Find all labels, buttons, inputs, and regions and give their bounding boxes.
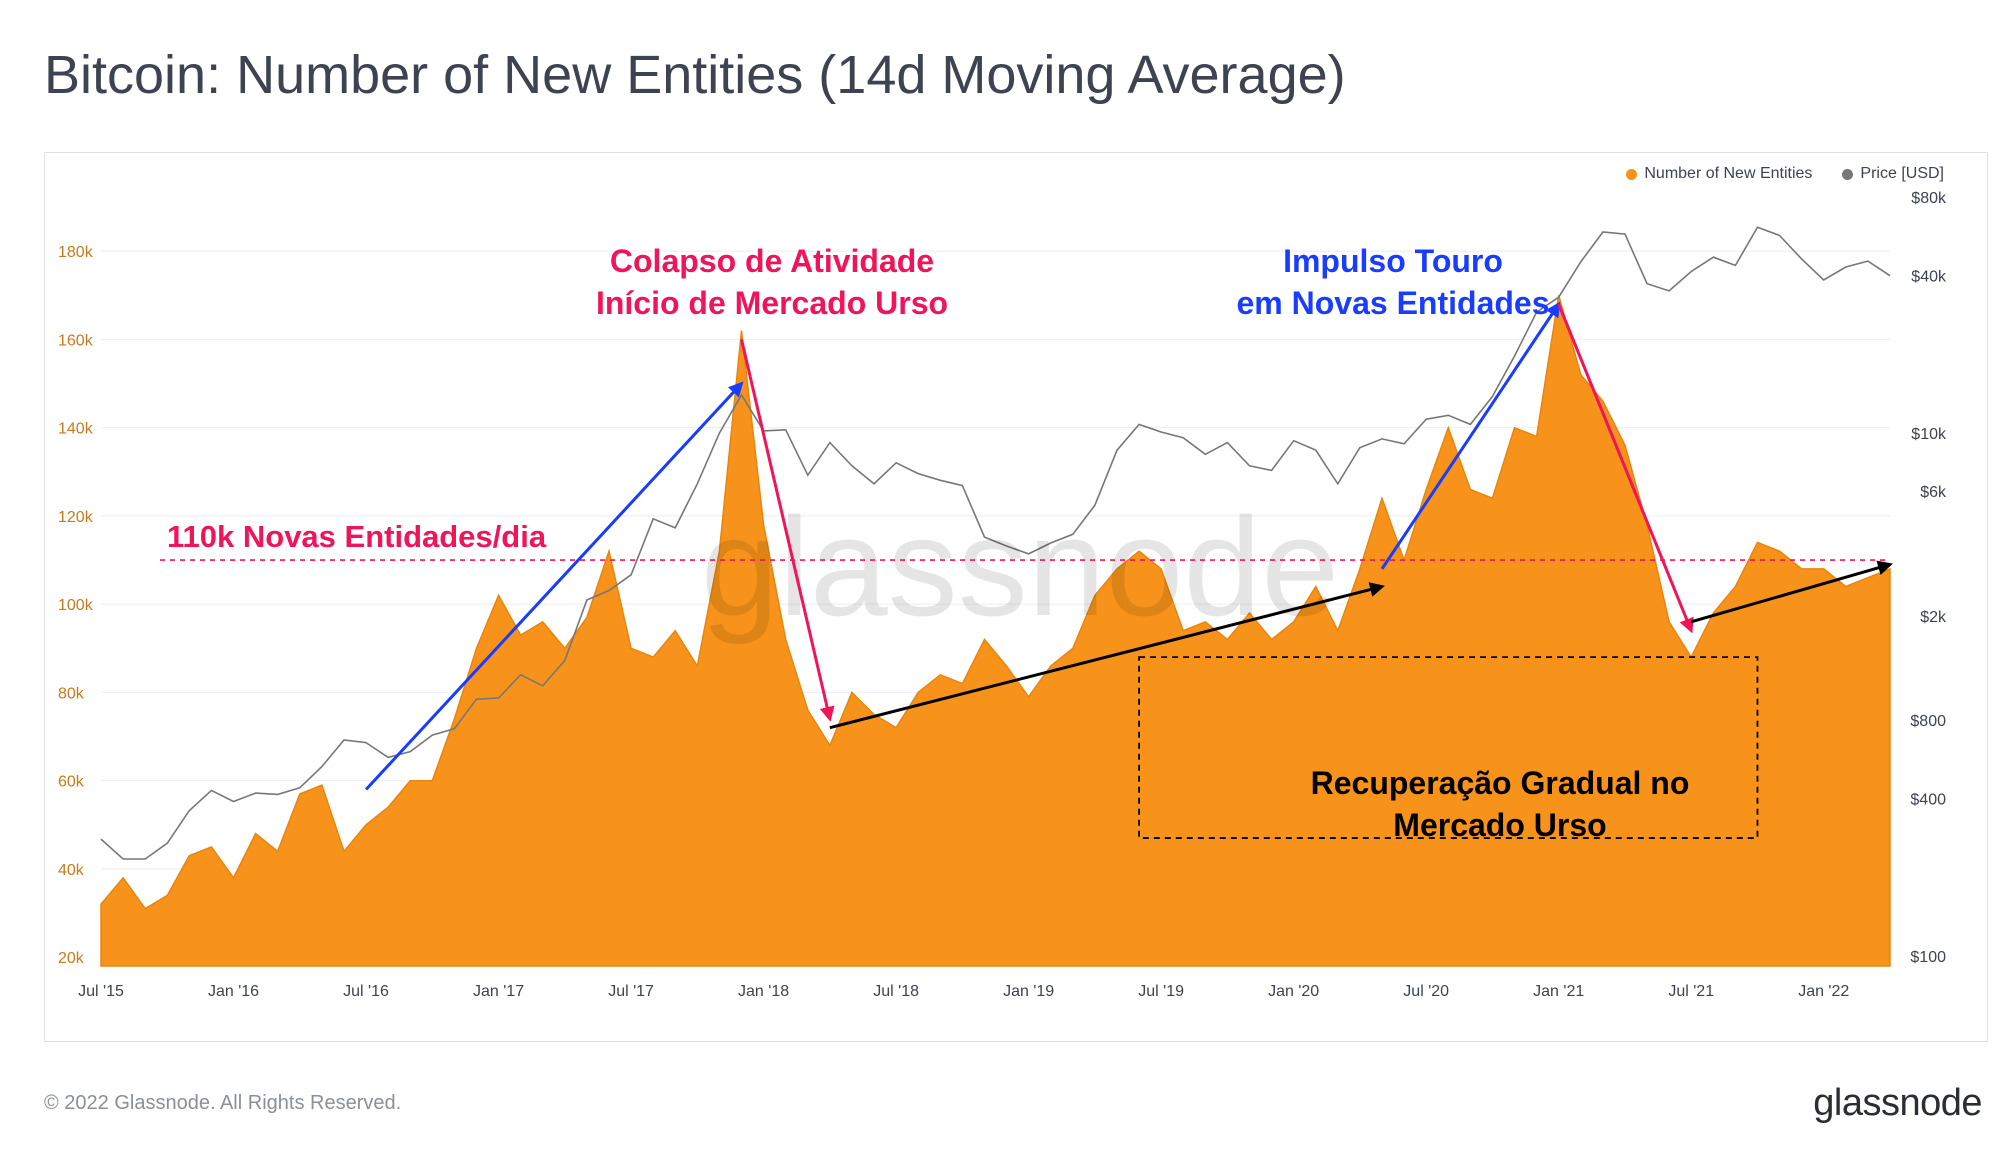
y-right-tick-label: $10k (1911, 426, 1947, 443)
glassnode-logo[interactable]: glassnode (1813, 1082, 1982, 1124)
recovery-box-group (1138, 656, 1759, 839)
annotation-bull-line: em Novas Entidades (1237, 285, 1550, 321)
y-left-tick-label: 60k (58, 774, 85, 791)
trend-arrow-red (740, 339, 835, 722)
y-left-tick-label: 180k (58, 244, 94, 261)
legend-item-price[interactable]: Price [USD] (1842, 165, 1944, 183)
y-right-tick-label: $6k (1920, 484, 1947, 501)
recovery-box (1138, 656, 1759, 839)
y-left-tick-label: 20k (58, 950, 85, 967)
y-right-tick-label: $2k (1920, 609, 1947, 626)
x-tick-label: Jul '20 (1403, 983, 1449, 1000)
x-tick-label: Jul '18 (873, 983, 919, 1000)
axis-ticks: 20k 40k 60k 80k 100k 120k 140k 160k 180k $100 $400… (58, 190, 1947, 1000)
y-left-tick-label: 80k (58, 685, 85, 702)
x-tick-label: Jan '16 (208, 983, 259, 1000)
x-tick-label: Jul '16 (343, 983, 389, 1000)
x-tick-label: Jan '19 (1003, 983, 1054, 1000)
y-left-tick-label: 160k (58, 332, 94, 349)
annotation-collapse-line: Início de Mercado Urso (596, 285, 948, 321)
x-tick-label: Jan '17 (473, 983, 524, 1000)
x-tick-label: Jan '21 (1533, 983, 1584, 1000)
y-right-tick-label: $400 (1910, 792, 1946, 809)
page-title: Bitcoin: Number of New Entities (14d Mov… (44, 45, 1346, 105)
y-left-tick-label: 100k (58, 597, 94, 614)
reference-line-group: 110k Novas Entidades/dia (160, 519, 1890, 561)
annotation-collapse-line: Colapso de Atividade (610, 243, 934, 279)
entities-area (100, 295, 1891, 967)
trend-arrows (364, 301, 1893, 791)
y-right-tick-label: $80k (1911, 190, 1947, 207)
legend-dot-price (1842, 168, 1854, 180)
legend-item-entities[interactable]: Number of New Entities (1626, 165, 1812, 183)
x-tick-label: Jan '18 (738, 983, 789, 1000)
x-tick-label: Jul '17 (608, 983, 654, 1000)
trend-arrow-blue (364, 381, 744, 791)
copyright-text: © 2022 Glassnode. All Rights Reserved. (44, 1092, 402, 1114)
chart-frame (44, 152, 1988, 1042)
annotation-recovery-line: Recuperação Gradual no (1311, 765, 1690, 801)
x-tick-label: Jul '15 (78, 983, 124, 1000)
y-left-tick-label: 40k (58, 862, 85, 879)
y-left-tick-label: 120k (58, 509, 94, 526)
legend-label-price: Price [USD] (1860, 165, 1944, 182)
trend-arrow-black (1690, 560, 1893, 624)
legend-label-entities: Number of New Entities (1644, 165, 1813, 182)
trend-arrow-blue (1380, 301, 1561, 570)
y-left-tick-label: 140k (58, 421, 94, 438)
y-right-tick-label: $800 (1910, 713, 1946, 730)
x-tick-label: Jan '22 (1798, 983, 1849, 1000)
annotation-bull-line: Impulso Touro (1283, 243, 1503, 279)
legend: Number of New Entities Price [USD] (1626, 165, 1944, 183)
y-right-tick-label: $100 (1910, 949, 1946, 966)
annotations: Colapso de Atividade Início de Mercado Ur… (596, 243, 1689, 843)
entities-series (100, 295, 1891, 967)
legend-dot-entities (1626, 168, 1638, 180)
reference-line-label: 110k Novas Entidades/dia (167, 519, 547, 554)
trend-arrow-black (829, 582, 1385, 730)
annotation-recovery-line: Mercado Urso (1393, 807, 1606, 843)
x-tick-label: Jul '21 (1668, 983, 1714, 1000)
x-tick-label: Jul '19 (1138, 983, 1184, 1000)
trend-arrow-red (1557, 303, 1694, 634)
y-right-tick-label: $40k (1911, 269, 1947, 286)
x-tick-label: Jan '20 (1268, 983, 1319, 1000)
